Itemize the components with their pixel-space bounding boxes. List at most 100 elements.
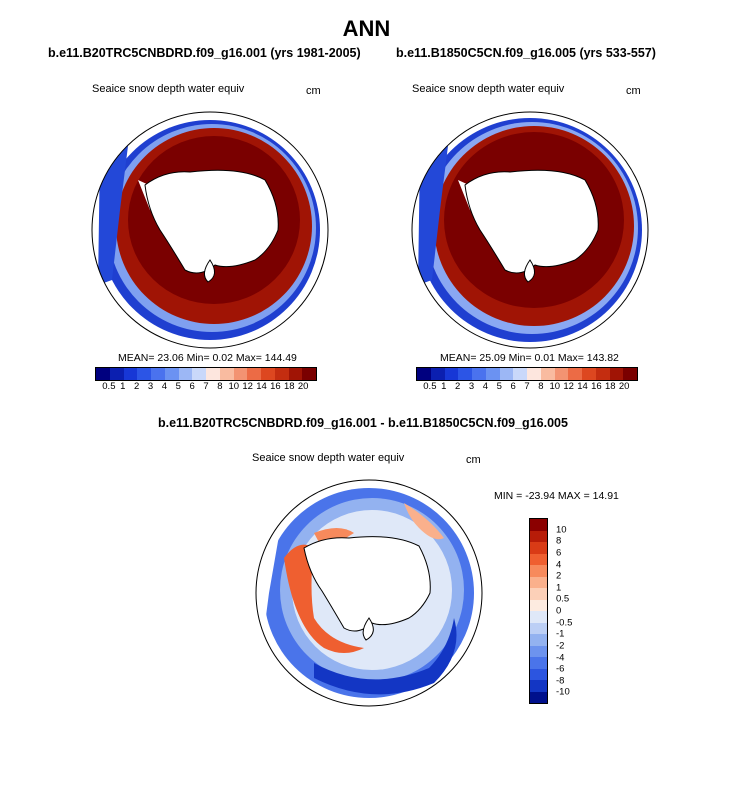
panel1-colorbar-labels: 0.5 1 2 3 4 5 6 7 8 10 12 14 16 18 20 (95, 381, 317, 395)
diff-colorbar-swatch (530, 519, 547, 531)
panel2-colorbar-tick-label: 3 (468, 381, 475, 392)
panel1-colorbar-swatch (109, 368, 124, 380)
panel2-colorbar-swatches (416, 367, 638, 381)
diff-colorbar-tick-label: -8 (556, 675, 565, 687)
panel1-colorbar-swatch (123, 368, 138, 380)
panel1-colorbar-tick-label: 8 (217, 381, 223, 392)
diff-colorbar-swatch (530, 576, 547, 588)
diff-colorbar-tick-label: 10 (556, 524, 567, 536)
panel2-colorbar-swatch (417, 368, 431, 380)
diff-colorbar-tick-label: 0.5 (556, 593, 570, 605)
panel1-colorbar: 0.5 1 2 3 4 5 6 7 8 10 12 14 16 18 20 (95, 367, 317, 395)
panel2-colorbar-swatch (527, 368, 541, 380)
panel2-colorbar-swatch (444, 368, 459, 380)
diff-colorbar-swatch (530, 645, 547, 657)
panel2-colorbar-tick-label: 6 (510, 381, 516, 392)
diff-case-title: b.e11.B20TRC5CNBDRD.f09_g16.001 - b.e11.… (158, 416, 568, 430)
panel1-colorbar-swatch (151, 368, 165, 380)
panel1-colorbar-swatch (206, 368, 220, 380)
diff-colorbar-swatch (530, 599, 547, 611)
panel1-variable-label: Seaice snow depth water equiv (92, 83, 245, 95)
panel1-colorbar-swatch (247, 368, 261, 380)
panel2-stats: MEAN= 25.09 Min= 0.01 Max= 143.82 (440, 352, 619, 364)
panel1-colorbar-swatch (164, 368, 179, 380)
panel2-case-title: b.e11.B1850C5CN.f09_g16.005 (yrs 533-557… (396, 46, 656, 60)
panel2-colorbar: 0.5 1 2 3 4 5 6 7 8 10 12 14 16 18 20 (416, 367, 638, 395)
panel2-colorbar-tick-label: 16 (591, 381, 602, 392)
panel2-colorbar-swatch (554, 368, 569, 380)
panel1-colorbar-tick-label: 12 (242, 381, 253, 392)
panel2-colorbar-tick-label: 7 (524, 381, 530, 392)
panel2-colorbar-swatch (568, 368, 582, 380)
panel2-colorbar-tick-label: 12 (563, 381, 574, 392)
panel2-colorbar-tick-label: 4 (482, 381, 489, 392)
diff-colorbar-labels: 10 8 6 4 2 1 0.5 0 -0.5 -1 -2 -4 -6 -8 -10 (556, 518, 586, 704)
panel1-colorbar-swatch (137, 368, 151, 380)
panel1-colorbar-swatch (219, 368, 234, 380)
panel2-variable-label: Seaice snow depth water equiv (412, 83, 565, 95)
panel2-colorbar-swatch (485, 368, 500, 380)
panel1-colorbar-tick-label: 6 (189, 381, 195, 392)
diff-colorbar-tick-label: -6 (556, 663, 565, 675)
panel1-colorbar-swatch (274, 368, 289, 380)
panel2-units: cm (626, 85, 641, 97)
diff-colorbar-tick-label: 4 (556, 559, 562, 570)
panel2-colorbar-tick-label: 8 (538, 381, 544, 392)
panel2-colorbar-swatch (499, 368, 514, 380)
panel1-colorbar-tick-label: 7 (203, 381, 209, 392)
panel2-colorbar-swatch (540, 368, 555, 380)
diff-colorbar-swatch (530, 588, 547, 600)
panel1-case-title: b.e11.B20TRC5CNBDRD.f09_g16.001 (yrs 198… (48, 46, 361, 60)
panel2-colorbar-swatch (430, 368, 445, 380)
diff-colorbar-swatch (530, 657, 547, 669)
panel2-colorbar-swatch (595, 368, 610, 380)
diff-colorbar-tick-label: 8 (556, 535, 562, 547)
diff-colorbar-tick-label: -4 (556, 652, 565, 663)
panel2-colorbar-tick-label: 1 (441, 381, 447, 392)
panel2-colorbar-tick-label: 5 (496, 381, 502, 392)
panel1-colorbar-swatch (261, 368, 275, 380)
diff-colorbar-tick-label: 6 (556, 547, 562, 559)
diff-colorbar-tick-label: -0.5 (556, 617, 573, 629)
panel1-colorbar-tick-label: 16 (270, 381, 281, 392)
panel2-colorbar-swatch (582, 368, 596, 380)
diff-colorbar-swatch (530, 530, 547, 542)
diff-colorbar-tick-label: 2 (556, 570, 562, 582)
diff-colorbar (529, 518, 548, 704)
panel1-stats: MEAN= 23.06 Min= 0.02 Max= 144.49 (118, 352, 297, 364)
panel1-polar-map (91, 111, 329, 349)
panel2-colorbar-tick-label: 18 (604, 381, 616, 392)
panel1-colorbar-swatches (95, 367, 317, 381)
diff-polar-map (255, 479, 483, 707)
panel2-colorbar-swatch (513, 368, 527, 380)
panel2-colorbar-tick-label: 2 (454, 381, 461, 392)
diff-variable-label: Seaice snow depth water equiv (252, 452, 405, 464)
diff-colorbar-swatch (530, 668, 547, 680)
panel2-colorbar-swatch (623, 368, 637, 380)
diff-colorbar-tick-label: 0 (556, 605, 562, 617)
panel2-colorbar-labels: 0.5 1 2 3 4 5 6 7 8 10 12 14 16 18 20 (416, 381, 638, 395)
diff-units: cm (466, 454, 481, 466)
panel2-colorbar-tick-label: 10 (549, 381, 561, 392)
panel2-polar-map (411, 111, 649, 349)
panel1-colorbar-tick-label: 4 (161, 381, 168, 392)
diff-colorbar-swatch (530, 634, 547, 646)
diff-colorbar-swatch (530, 565, 547, 577)
panel1-colorbar-tick-label: 20 (297, 381, 309, 392)
diff-colorbar-tick-label: -1 (556, 628, 565, 640)
panel1-colorbar-tick-label: 2 (133, 381, 140, 392)
panel1-colorbar-tick-label: 0.5 (102, 381, 116, 392)
panel1-colorbar-swatch (288, 368, 303, 380)
panel1-units: cm (306, 85, 321, 97)
figure-title: ANN (342, 16, 391, 41)
panel1-colorbar-swatch (302, 368, 316, 380)
panel2-colorbar-swatch (472, 368, 486, 380)
panel1-colorbar-swatch (96, 368, 110, 380)
diff-colorbar-swatch (530, 691, 547, 703)
panel1-colorbar-tick-label: 10 (228, 381, 240, 392)
diff-colorbar-swatches (529, 518, 548, 704)
diff-colorbar-swatch (530, 553, 547, 565)
diff-colorbar-swatch (530, 622, 547, 634)
panel1-colorbar-swatch (178, 368, 193, 380)
panel1-colorbar-tick-label: 14 (256, 381, 267, 392)
